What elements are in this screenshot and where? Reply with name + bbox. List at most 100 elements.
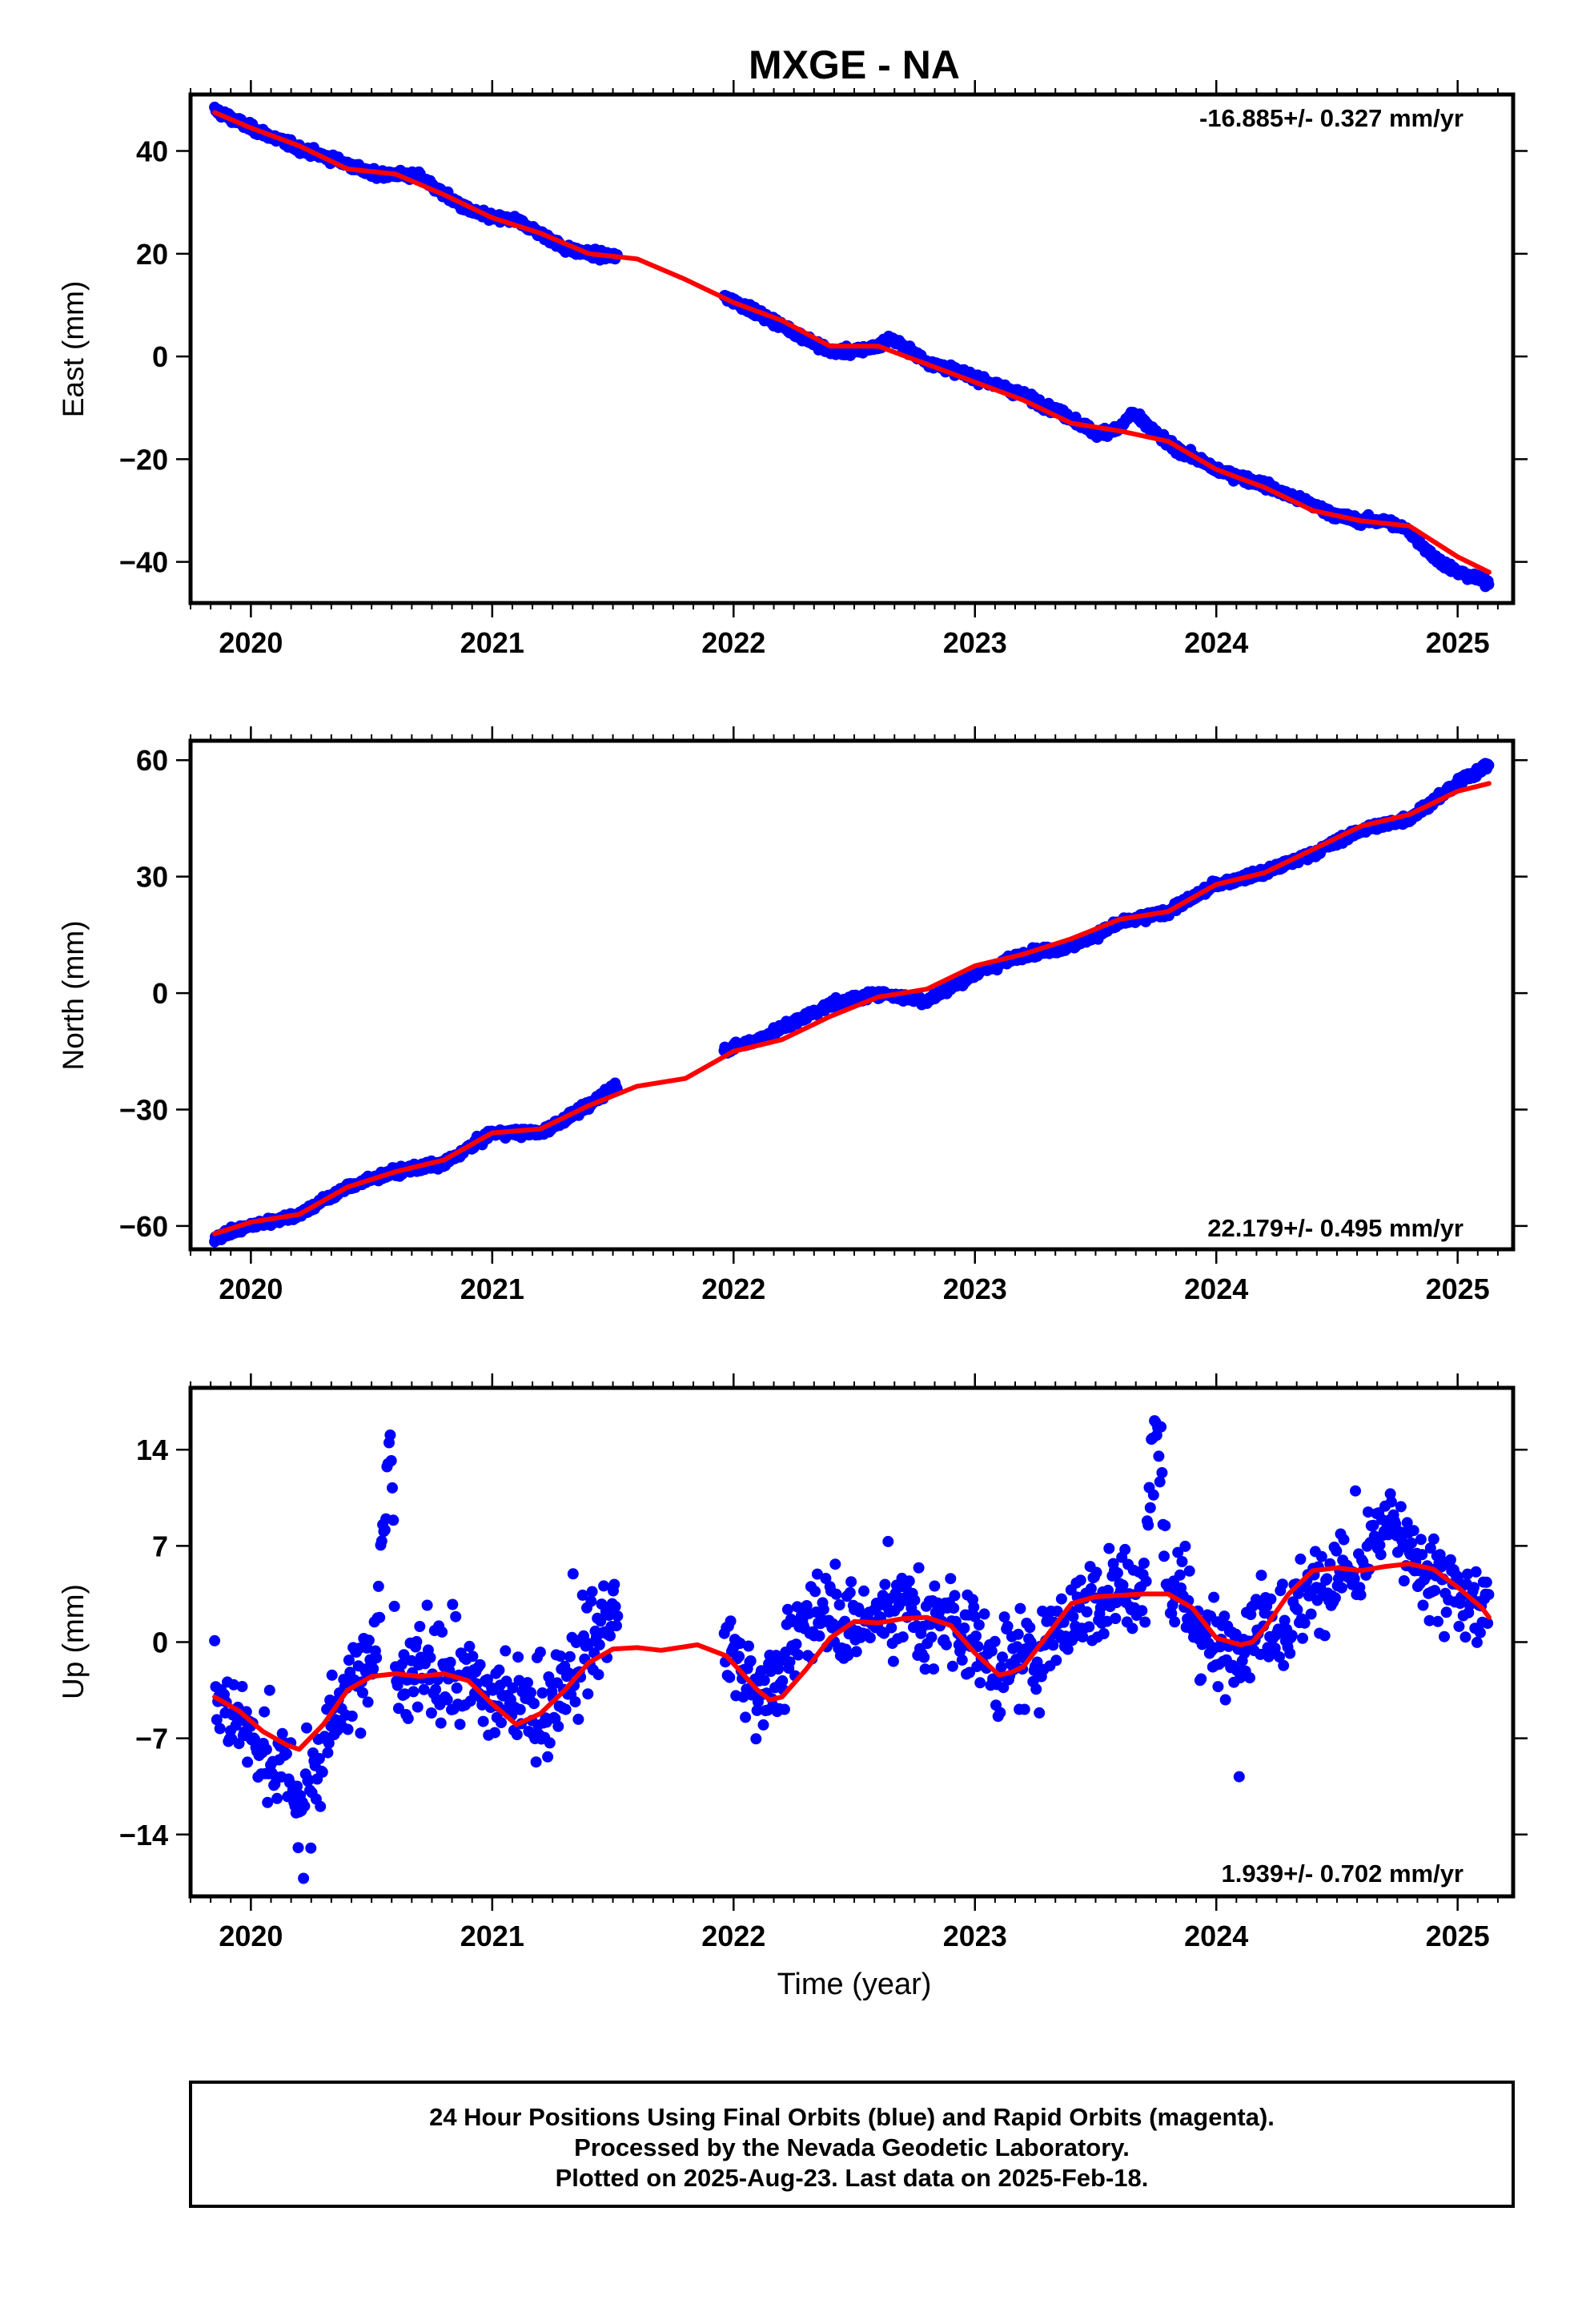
up-data-point <box>387 1482 398 1494</box>
up-data-point <box>1119 1543 1131 1555</box>
up-data-point <box>585 1595 597 1607</box>
up-data-point <box>1195 1673 1207 1685</box>
up-y-tick-label: 0 <box>152 1626 168 1659</box>
up-data-point <box>271 1792 283 1804</box>
up-data-point <box>363 1634 375 1647</box>
up-data-point <box>750 1733 762 1745</box>
up-data-point <box>830 1588 842 1600</box>
up-data-point <box>512 1651 524 1663</box>
east-y-tick-label: 0 <box>152 340 168 373</box>
up-data-point <box>1176 1556 1188 1567</box>
up-data-point <box>343 1655 355 1667</box>
up-data-point <box>724 1671 736 1683</box>
up-data-point <box>496 1717 507 1729</box>
up-data-point <box>408 1686 420 1698</box>
north-model-curve <box>212 781 1492 1236</box>
up-data-point <box>1154 1476 1166 1488</box>
up-data-point <box>778 1703 790 1715</box>
up-data-point <box>298 1872 310 1884</box>
up-data-point <box>418 1683 430 1695</box>
up-data-point <box>734 1638 746 1650</box>
up-data-point <box>1136 1605 1148 1617</box>
up-data-point <box>355 1727 367 1739</box>
up-data-point <box>292 1842 304 1854</box>
up-x-tick-label: 2024 <box>1184 1920 1248 1952</box>
up-data-point <box>1295 1553 1307 1565</box>
up-data-point <box>564 1651 576 1663</box>
up-data-point <box>280 1747 292 1759</box>
up-data-point <box>536 1687 548 1699</box>
up-data-point <box>897 1631 909 1643</box>
up-data-point <box>850 1646 862 1658</box>
up-data-point <box>1269 1642 1281 1655</box>
up-data-point <box>583 1638 595 1650</box>
east-x-tick-label: 2025 <box>1426 626 1490 659</box>
up-data-point <box>604 1630 616 1642</box>
up-data-point <box>214 1723 226 1735</box>
up-data-point <box>412 1701 424 1713</box>
up-data-point <box>569 1696 581 1708</box>
up-data-point <box>929 1580 941 1592</box>
up-data-point <box>371 1652 383 1664</box>
up-data-point <box>598 1580 610 1592</box>
up-data-point <box>751 1704 763 1716</box>
up-data-point <box>489 1727 501 1739</box>
east-model-curve <box>212 110 1492 575</box>
up-data-point <box>421 1599 433 1611</box>
north-x-tick-label: 2021 <box>460 1273 524 1305</box>
up-data-point <box>1144 1502 1156 1514</box>
east-y-axis-label: East (mm) <box>57 281 90 418</box>
up-data-point <box>399 1688 411 1700</box>
up-data-point <box>998 1682 1010 1694</box>
up-data-point <box>1083 1621 1095 1633</box>
up-data-point <box>864 1632 876 1644</box>
up-data-point <box>1142 1519 1154 1531</box>
up-data-point <box>1110 1613 1122 1624</box>
up-data-point <box>757 1719 769 1731</box>
up-data-point <box>879 1578 891 1590</box>
up-data-point <box>1002 1620 1014 1632</box>
east-x-tick-label: 2022 <box>701 626 765 659</box>
up-data-point <box>926 1631 938 1643</box>
up-data-point <box>299 1800 311 1812</box>
up-data-point <box>303 1774 315 1786</box>
up-data-point <box>608 1578 620 1590</box>
up-data-point <box>1297 1632 1308 1644</box>
up-data-point <box>1244 1672 1255 1684</box>
east-rate-label: -16.885+/- 0.327 mm/yr <box>1199 104 1464 132</box>
up-data-point <box>552 1720 564 1732</box>
up-data-point <box>323 1737 335 1749</box>
up-data-point <box>956 1654 968 1666</box>
up-data-point <box>396 1659 408 1671</box>
up-y-tick-label: 14 <box>136 1433 168 1466</box>
up-data-point <box>612 1610 624 1622</box>
up-data-point <box>454 1719 466 1731</box>
up-data-point <box>563 1667 575 1679</box>
up-data-point <box>817 1603 829 1615</box>
up-data-point <box>211 1714 223 1726</box>
up-data-point <box>609 1601 621 1613</box>
up-data-point <box>941 1638 952 1651</box>
up-data-point <box>972 1641 984 1653</box>
up-data-point <box>534 1647 546 1659</box>
up-data-point <box>995 1661 1007 1673</box>
up-data-point <box>276 1727 288 1739</box>
up-data-point <box>946 1660 958 1672</box>
up-data-point <box>367 1663 379 1675</box>
up-data-point <box>918 1651 930 1663</box>
up-data-point <box>790 1638 802 1651</box>
up-data-point <box>811 1568 823 1580</box>
up-y-tick-label: 7 <box>152 1530 168 1562</box>
up-data-point <box>259 1706 271 1718</box>
up-data-point <box>1117 1579 1129 1591</box>
up-data-point <box>1024 1622 1036 1634</box>
up-data-point <box>507 1682 519 1694</box>
up-data-point <box>740 1711 752 1723</box>
up-data-point <box>242 1756 254 1768</box>
north-x-tick-label: 2023 <box>943 1273 1007 1305</box>
up-y-tick-label: −7 <box>135 1723 168 1755</box>
up-data-point <box>793 1649 805 1661</box>
up-data-point <box>745 1655 757 1667</box>
up-data-point <box>885 1622 897 1634</box>
